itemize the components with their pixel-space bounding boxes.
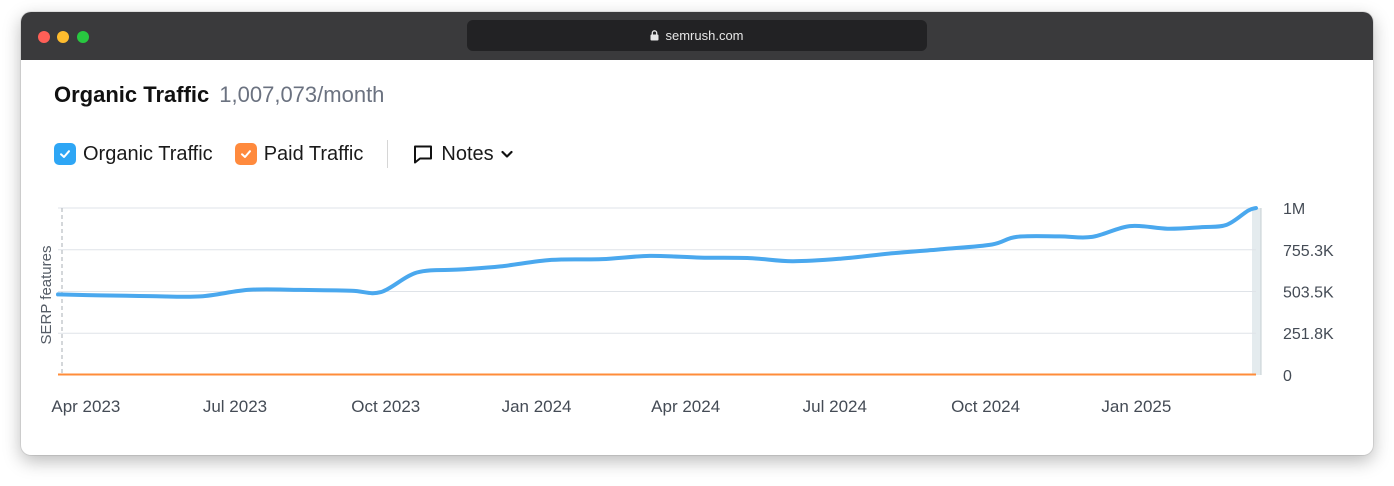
y-tick-label: 251.8K	[1283, 326, 1334, 343]
legend: Organic Traffic Paid Traffic Notes	[54, 140, 514, 168]
x-tick-label: Jan 2024	[502, 397, 572, 416]
browser-window: semrush.com Organic Traffic 1,007,073/mon…	[21, 12, 1373, 455]
paid-checkbox[interactable]	[234, 143, 257, 165]
x-tick-label: Oct 2023	[351, 397, 420, 416]
current-period-band	[1252, 208, 1261, 375]
x-tick-label: Jul 2024	[803, 397, 867, 416]
x-tick-label: Apr 2023	[51, 397, 120, 416]
lock-icon	[650, 30, 659, 41]
paid-traffic-toggle[interactable]: Paid Traffic	[234, 142, 364, 166]
x-tick-label: Jan 2025	[1101, 397, 1171, 416]
legend-divider	[387, 140, 389, 168]
paid-traffic-label: Paid Traffic	[263, 142, 364, 165]
check-icon	[240, 150, 251, 158]
organic-traffic-label: Organic Traffic	[83, 142, 213, 165]
x-tick-label: Jul 2023	[203, 397, 267, 416]
comment-icon	[414, 145, 433, 164]
y-tick-label: 0	[1283, 368, 1292, 385]
traffic-value: 1,007,073/month	[219, 82, 385, 107]
notes-dropdown[interactable]: Notes	[412, 143, 513, 166]
serp-features-label: SERP features	[38, 246, 55, 345]
notes-label: Notes	[441, 142, 494, 165]
minimize-window-button[interactable]	[57, 31, 69, 43]
traffic-widget: Organic Traffic 1,007,073/month Organic T…	[21, 60, 1373, 455]
y-tick-label: 1M	[1283, 201, 1305, 218]
address-bar[interactable]: semrush.com	[467, 20, 927, 51]
organic-checkbox[interactable]	[54, 143, 76, 165]
close-window-button[interactable]	[38, 31, 50, 43]
url-text: semrush.com	[665, 28, 744, 43]
organic-traffic-line	[56, 206, 1258, 299]
chevron-down-icon	[501, 150, 513, 158]
check-icon	[60, 150, 70, 158]
x-tick-label: Apr 2024	[651, 397, 720, 416]
traffic-chart: 0 251.8K 503.5K 755.3K 1M SERP features Apr 20…	[38, 201, 1334, 416]
y-tick-label: 503.5K	[1283, 285, 1334, 302]
widget-title: Organic Traffic	[54, 82, 210, 107]
title-bar: semrush.com	[21, 12, 1373, 60]
zoom-window-button[interactable]	[77, 31, 89, 43]
x-tick-label: Oct 2024	[951, 397, 1020, 416]
organic-traffic-toggle[interactable]: Organic Traffic	[54, 143, 213, 166]
y-tick-label: 755.3K	[1283, 243, 1334, 260]
widget-heading: Organic Traffic 1,007,073/month	[54, 82, 384, 108]
